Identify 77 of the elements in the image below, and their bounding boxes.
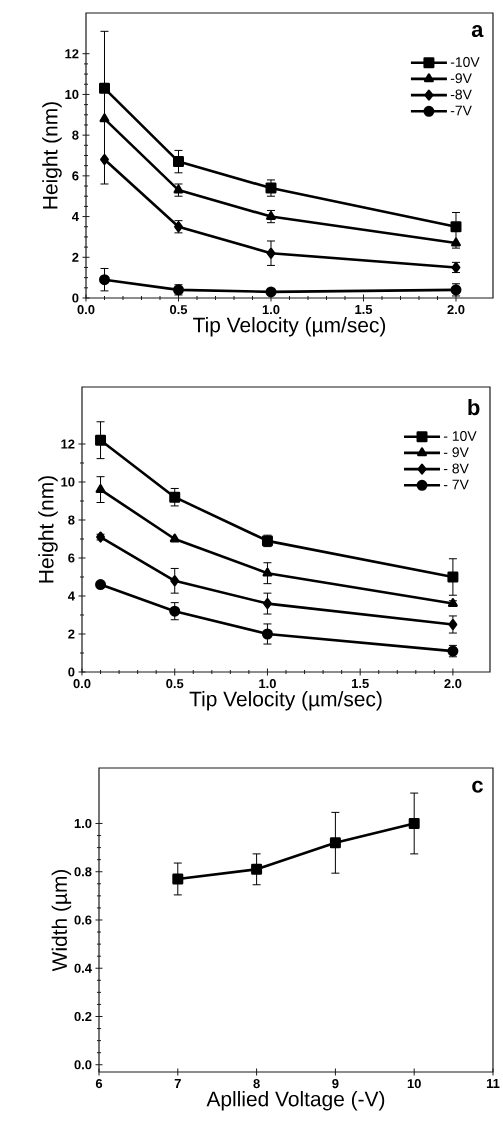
point bbox=[169, 605, 181, 617]
point bbox=[169, 533, 180, 543]
y-tick-label: 4 bbox=[67, 591, 75, 601]
point bbox=[265, 286, 277, 298]
y-tick-label: 8 bbox=[68, 515, 75, 525]
point bbox=[95, 484, 106, 493]
point bbox=[94, 434, 106, 446]
x-tick-label: 11 bbox=[486, 1079, 500, 1088]
x-tick-label: 1.5 bbox=[355, 305, 373, 315]
x-tick-label: 1.0 bbox=[259, 679, 276, 689]
y-tick-label: 8 bbox=[72, 130, 79, 140]
legend-label: -10V bbox=[450, 57, 480, 67]
point bbox=[450, 237, 461, 247]
y-tick-label: 0.4 bbox=[74, 963, 92, 973]
y-tick-label: 12 bbox=[61, 439, 75, 449]
point bbox=[265, 211, 276, 220]
y-tick-label: 0 bbox=[72, 293, 79, 303]
point bbox=[98, 82, 110, 94]
y-tick-label: 0.0 bbox=[74, 1060, 92, 1070]
legend-label: - 9V bbox=[443, 447, 469, 458]
x-axis-title: Tip Velocity (µm/sec) bbox=[192, 317, 385, 337]
chart-title: a bbox=[471, 25, 484, 38]
y-axis-title: Height (nm) bbox=[42, 102, 62, 209]
point bbox=[262, 567, 273, 577]
x-tick-label: 9 bbox=[332, 1079, 339, 1089]
point bbox=[329, 837, 341, 849]
x-tick-label: 10 bbox=[407, 1079, 421, 1089]
point bbox=[172, 873, 184, 885]
point bbox=[251, 863, 263, 875]
point bbox=[450, 221, 462, 233]
x-tick-label: 1.5 bbox=[351, 679, 369, 689]
x-tick-label: 0.5 bbox=[169, 305, 188, 315]
point bbox=[170, 575, 180, 587]
point bbox=[98, 274, 110, 286]
legend-label: -7V bbox=[450, 105, 472, 116]
y-tick-label: 6 bbox=[72, 171, 79, 181]
y-tick-label: 2 bbox=[68, 629, 75, 639]
point bbox=[172, 156, 184, 168]
legend-label: -9V bbox=[450, 73, 472, 84]
y-tick-label: 6 bbox=[68, 553, 75, 563]
legend-label: -8V bbox=[450, 89, 472, 100]
y-tick-label: 10 bbox=[61, 477, 75, 487]
x-axis-title: Tip Velocity (µm/sec) bbox=[189, 691, 382, 711]
point bbox=[262, 598, 272, 610]
legend-label: - 7V bbox=[443, 479, 469, 490]
chart-title: b bbox=[468, 399, 480, 416]
point bbox=[99, 154, 109, 166]
x-tick-label: 6 bbox=[95, 1079, 103, 1089]
y-tick-label: 0.8 bbox=[74, 867, 92, 877]
point bbox=[447, 571, 459, 583]
y-tick-label: 12 bbox=[65, 49, 79, 59]
point bbox=[99, 113, 110, 123]
legend-label: - 10V bbox=[443, 431, 477, 441]
x-tick-label: 1.0 bbox=[262, 305, 280, 315]
point bbox=[94, 579, 106, 591]
point bbox=[408, 817, 420, 829]
point bbox=[169, 491, 181, 503]
x-tick-label: 2.0 bbox=[444, 679, 462, 689]
x-tick-label: 7 bbox=[174, 1079, 181, 1088]
x-axis-title: Apllied Voltage (-V) bbox=[206, 1091, 385, 1111]
x-tick-label: 2.0 bbox=[447, 305, 465, 315]
x-tick-label: 0.5 bbox=[166, 679, 184, 689]
y-tick-label: 0.6 bbox=[74, 915, 92, 925]
x-tick-label: 8 bbox=[253, 1079, 260, 1089]
y-tick-label: 2 bbox=[72, 252, 79, 262]
legend-label: - 8V bbox=[443, 463, 469, 474]
y-axis-title: Height (nm) bbox=[38, 476, 58, 583]
y-tick-label: 10 bbox=[65, 89, 79, 100]
y-axis-title: Width (µm) bbox=[51, 869, 72, 972]
y-tick-label: 0 bbox=[68, 667, 75, 677]
chart-title: c bbox=[472, 780, 483, 793]
point bbox=[448, 618, 458, 630]
y-tick-label: 4 bbox=[71, 212, 79, 222]
y-tick-label: 0.2 bbox=[74, 1011, 92, 1022]
point bbox=[266, 247, 276, 259]
point bbox=[261, 628, 273, 640]
y-tick-label: 1.0 bbox=[74, 818, 92, 829]
